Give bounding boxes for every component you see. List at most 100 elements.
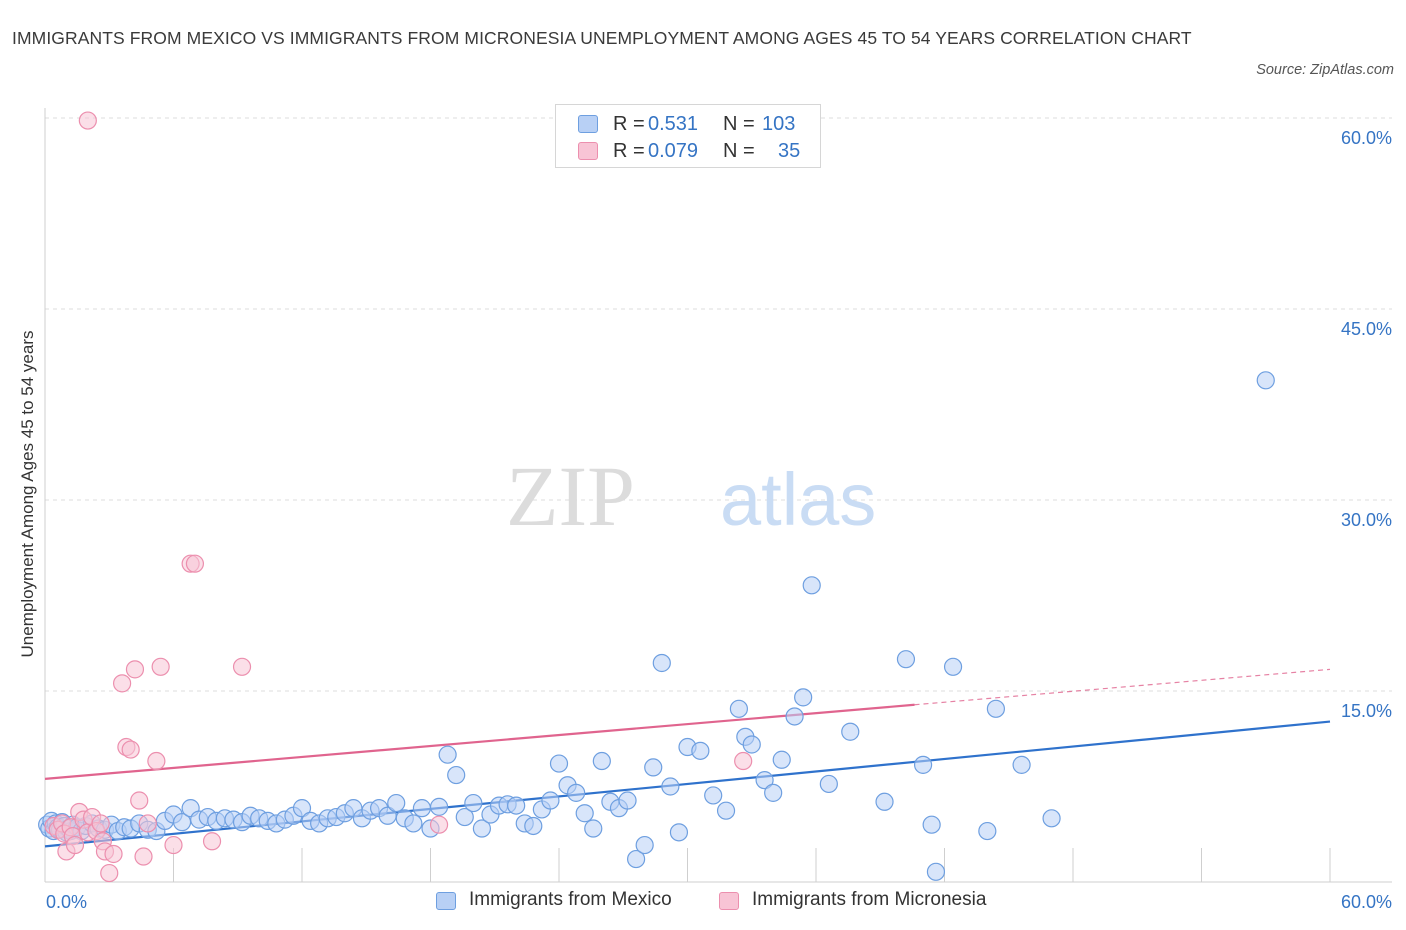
mexico-point — [691, 741, 710, 760]
micronesia-point — [151, 657, 170, 676]
micronesia-point — [121, 740, 140, 759]
legend-n-value: 35 — [778, 140, 801, 162]
mexico-point — [841, 722, 860, 741]
micronesia-point — [125, 660, 145, 679]
micronesia-point — [138, 814, 157, 833]
y-tick-label: 15.0% — [1341, 701, 1392, 721]
mexico-point — [661, 777, 680, 796]
micronesia-point — [78, 111, 97, 130]
mexico-point — [875, 792, 894, 811]
mexico-point — [1012, 755, 1031, 774]
mexico-point — [507, 796, 526, 815]
micronesia-point — [65, 835, 85, 855]
legend-n-label: N = — [723, 113, 755, 135]
mexico-point — [943, 657, 963, 676]
legend-r-value: 0.079 — [648, 140, 699, 162]
y-tick-label: 30.0% — [1341, 510, 1392, 530]
mexico-point — [755, 771, 774, 790]
micronesia-point — [91, 814, 110, 833]
mexico-point — [635, 835, 654, 855]
mexico-point — [618, 791, 637, 810]
micronesia-point — [232, 657, 252, 676]
micronesia-point — [134, 847, 153, 866]
mexico-point — [819, 774, 838, 794]
micronesia-point — [147, 751, 166, 771]
y-tick-label: 45.0% — [1341, 319, 1392, 339]
mexico-point — [1256, 371, 1275, 390]
mexico-point — [541, 791, 560, 810]
legend-r-label: R = — [613, 113, 645, 135]
y-axis-label: Unemployment Among Ages 45 to 54 years — [18, 331, 37, 658]
mexico-point — [549, 754, 569, 773]
mexico-point — [652, 653, 671, 673]
mexico-point — [455, 807, 474, 827]
micronesia-point — [104, 844, 123, 864]
mexico-point — [742, 735, 761, 754]
mexico-point — [986, 699, 1006, 718]
bottom-legend-swatch-micronesia — [719, 892, 739, 910]
micronesia-point — [202, 832, 222, 851]
mexico-point — [669, 823, 689, 842]
bottom-legend-label: Immigrants from Mexico — [469, 889, 672, 910]
micronesia-point — [112, 674, 132, 693]
micronesia-point — [100, 863, 119, 883]
stats-legend: R = 0.531 N = 103 R = 0.079 N = 35 — [555, 104, 821, 168]
source-label: Source: ZipAtlas.com — [1256, 62, 1394, 78]
mexico-point — [464, 793, 483, 813]
mexico-point — [704, 786, 723, 805]
legend-swatch-micronesia — [578, 142, 598, 160]
mexico-point — [447, 765, 466, 785]
gridlines — [45, 117, 1392, 692]
mexico-point — [292, 799, 312, 818]
y-tick-label: 60.0% — [1341, 128, 1392, 148]
mexico-point — [764, 783, 783, 802]
mexico-point — [592, 751, 611, 771]
mexico-point — [387, 793, 406, 813]
mexico-point — [772, 750, 791, 769]
mexico-point — [524, 816, 543, 836]
legend-swatch-mexico — [578, 115, 598, 133]
mexico-point — [913, 755, 933, 774]
mexico-point — [567, 783, 586, 802]
mexico-point — [429, 797, 449, 816]
mexico-point — [584, 819, 603, 838]
axis-labels: 15.0% 30.0% 45.0% 60.0% 0.0% 60.0% Unemploymen… — [18, 128, 1392, 912]
micronesia-point — [164, 835, 183, 855]
bottom-legend-label: Immigrants from Micronesia — [752, 889, 987, 910]
chart-title: IMMIGRANTS FROM MEXICO VS IMMIGRANTS FRO… — [12, 28, 1192, 48]
x-tick-label: 60.0% — [1341, 892, 1392, 912]
watermark-atlas: atlas — [720, 458, 876, 541]
mexico-point — [896, 650, 916, 669]
micronesia-point — [185, 554, 205, 573]
mexico-point — [644, 758, 663, 777]
data-points — [38, 111, 1275, 883]
legend-r-value: 0.531 — [648, 113, 699, 135]
micronesia-trend-extension — [914, 668, 1331, 706]
mexico-point — [412, 799, 432, 818]
legend-r-label: R = — [613, 140, 645, 162]
mexico-point — [626, 849, 646, 869]
mexico-point — [404, 814, 423, 833]
micronesia-trend-line — [44, 703, 915, 780]
micronesia-point — [429, 815, 449, 834]
mexico-point — [1042, 809, 1061, 828]
watermark-zip: ZIP — [506, 448, 635, 544]
legend-n-label: N = — [723, 140, 755, 162]
mexico-point — [802, 576, 821, 595]
micronesia-point — [734, 751, 753, 771]
bottom-legend-swatch-mexico — [436, 892, 456, 910]
mexico-point — [785, 707, 804, 726]
mexico-point — [716, 801, 736, 820]
mexico-point — [794, 688, 813, 707]
mexico-point — [575, 804, 594, 823]
mexico-point — [438, 745, 457, 764]
micronesia-point — [130, 791, 149, 810]
mexico-point — [978, 821, 997, 841]
axes — [44, 108, 1392, 883]
mexico-point — [922, 815, 941, 834]
mexico-point — [472, 819, 491, 838]
x-tick-label: 0.0% — [46, 892, 87, 912]
mexico-point — [926, 862, 946, 881]
watermark: ZIP atlas — [506, 448, 876, 544]
